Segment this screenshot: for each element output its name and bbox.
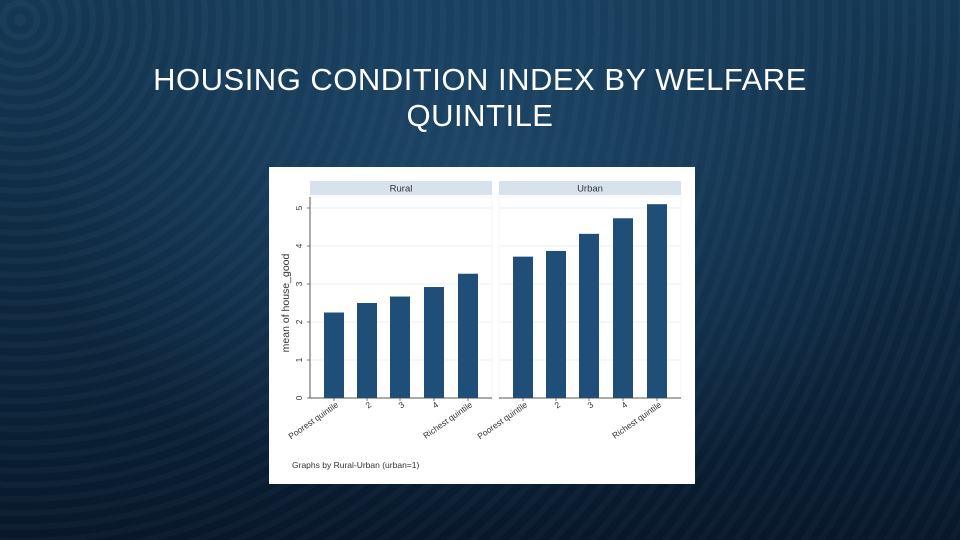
bar: [513, 256, 533, 398]
x-tick-label: 3: [586, 399, 596, 410]
panel-header: [499, 181, 681, 195]
x-tick-label: Poorest quintile: [286, 399, 340, 441]
x-tick-label: 4: [431, 399, 441, 410]
y-tick-label: 1: [294, 357, 304, 362]
panel-header: [310, 181, 492, 195]
y-tick-label: 2: [294, 319, 304, 324]
bar: [458, 273, 478, 398]
slide-title-line-2: QUINTILE: [406, 98, 554, 133]
bar: [324, 312, 344, 398]
panel-title: Rural: [390, 184, 413, 195]
bar: [546, 250, 566, 398]
bar: [613, 218, 633, 398]
y-tick-label: 3: [294, 281, 304, 286]
chart-note: Graphs by Rural-Urban (urban=1): [292, 460, 419, 470]
y-tick-label: 4: [294, 243, 304, 248]
y-axis-label: mean of house_good: [280, 254, 292, 353]
bar: [390, 296, 410, 398]
y-tick-label: 0: [294, 395, 304, 400]
slide-title-line-1: HOUSING CONDITION INDEX BY WELFARE: [153, 62, 807, 97]
chart-card: Rural Poorest quintile 2 3 4 Richest quintile…: [269, 167, 695, 484]
x-tick-label: 2: [364, 399, 374, 410]
y-tick-label: 5: [294, 205, 304, 210]
bar: [424, 287, 444, 398]
bar: [647, 204, 667, 398]
y-axis: 0 1 2 3 4 5: [294, 197, 311, 400]
x-tick-label: Richest quintile: [610, 399, 663, 440]
slide-title: HOUSING CONDITION INDEX BY WELFARE QUINT…: [0, 62, 960, 134]
panel-title: Urban: [577, 184, 603, 195]
x-tick-label: Poorest quintile: [475, 399, 529, 441]
bar: [357, 303, 377, 398]
x-tick-label: 2: [553, 399, 563, 410]
x-tick-label: Richest quintile: [421, 399, 474, 440]
x-tick-label: 4: [620, 399, 630, 410]
bar: [579, 233, 599, 398]
x-tick-label: 3: [397, 399, 407, 410]
